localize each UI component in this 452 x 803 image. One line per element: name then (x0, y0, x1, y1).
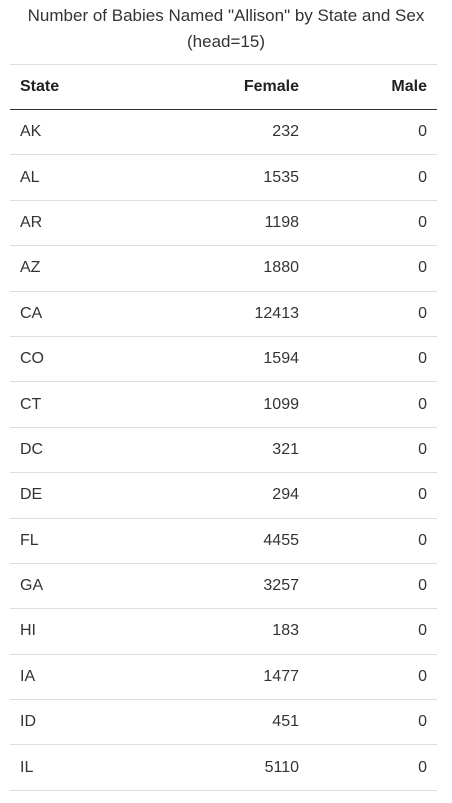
table-row: AR 1198 0 (10, 200, 437, 247)
cell-female: 1535 (150, 154, 309, 201)
cell-female: 3257 (150, 563, 309, 610)
cell-male: 0 (309, 427, 437, 474)
cell-female: 4455 (150, 518, 309, 564)
cell-female: 1099 (150, 381, 309, 428)
cell-female: 1477 (150, 654, 309, 701)
caption-title: Number of Babies Named "Allison" by Stat… (27, 6, 425, 25)
data-table: State Female Male AK 232 0 AL 1535 0 AR 1198 0 AZ… (10, 64, 437, 791)
cell-state: HI (10, 608, 150, 655)
table-row: IL 5110 0 (10, 744, 437, 791)
table-row: CA 12413 0 (10, 291, 437, 337)
cell-state: DE (10, 472, 150, 519)
cell-state: FL (10, 518, 150, 564)
cell-male: 0 (309, 381, 437, 428)
cell-male: 0 (309, 699, 437, 746)
cell-female: 232 (150, 109, 309, 156)
cell-female: 1880 (150, 245, 309, 292)
cell-state: ID (10, 699, 150, 746)
cell-state: AK (10, 109, 150, 156)
table-row: IA 1477 0 (10, 654, 437, 701)
cell-male: 0 (309, 336, 437, 383)
cell-state: CT (10, 381, 150, 428)
table-row: CT 1099 0 (10, 381, 437, 428)
cell-state: DC (10, 427, 150, 474)
cell-female: 451 (150, 699, 309, 746)
table-row: AL 1535 0 (10, 154, 437, 201)
cell-female: 294 (150, 472, 309, 519)
cell-state: GA (10, 563, 150, 610)
column-header-female: Female (150, 64, 309, 110)
cell-state: IL (10, 744, 150, 791)
cell-state: CA (10, 291, 150, 337)
cell-state: AL (10, 154, 150, 201)
cell-female: 12413 (150, 291, 309, 337)
cell-female: 1198 (150, 200, 309, 247)
cell-female: 183 (150, 608, 309, 655)
column-header-state: State (10, 64, 150, 110)
cell-male: 0 (309, 200, 437, 247)
cell-state: IA (10, 654, 150, 701)
table-body: AK 232 0 AL 1535 0 AR 1198 0 AZ 1880 0 CA 12413 0 CO 159… (10, 109, 437, 791)
cell-male: 0 (309, 245, 437, 292)
table-header: State Female Male (10, 64, 437, 110)
cell-female: 1594 (150, 336, 309, 383)
table-row: DC 321 0 (10, 427, 437, 474)
cell-male: 0 (309, 518, 437, 564)
table-row: GA 3257 0 (10, 563, 437, 610)
cell-male: 0 (309, 654, 437, 701)
column-header-male: Male (309, 64, 437, 110)
table-caption: Number of Babies Named "Allison" by Stat… (0, 3, 452, 55)
table-row: HI 183 0 (10, 608, 437, 655)
header-row: State Female Male (10, 64, 437, 110)
cell-male: 0 (309, 608, 437, 655)
cell-male: 0 (309, 291, 437, 337)
table-row: CO 1594 0 (10, 336, 437, 383)
cell-male: 0 (309, 744, 437, 791)
cell-male: 0 (309, 472, 437, 519)
table-row: ID 451 0 (10, 699, 437, 746)
cell-male: 0 (309, 154, 437, 201)
cell-state: AZ (10, 245, 150, 292)
cell-female: 5110 (150, 744, 309, 791)
cell-state: AR (10, 200, 150, 247)
table-row: DE 294 0 (10, 472, 437, 519)
cell-female: 321 (150, 427, 309, 474)
cell-state: CO (10, 336, 150, 383)
table-row: FL 4455 0 (10, 518, 437, 564)
cell-male: 0 (309, 109, 437, 156)
table-row: AZ 1880 0 (10, 245, 437, 292)
caption-subtitle: (head=15) (187, 32, 265, 51)
table-row: AK 232 0 (10, 109, 437, 156)
cell-male: 0 (309, 563, 437, 610)
